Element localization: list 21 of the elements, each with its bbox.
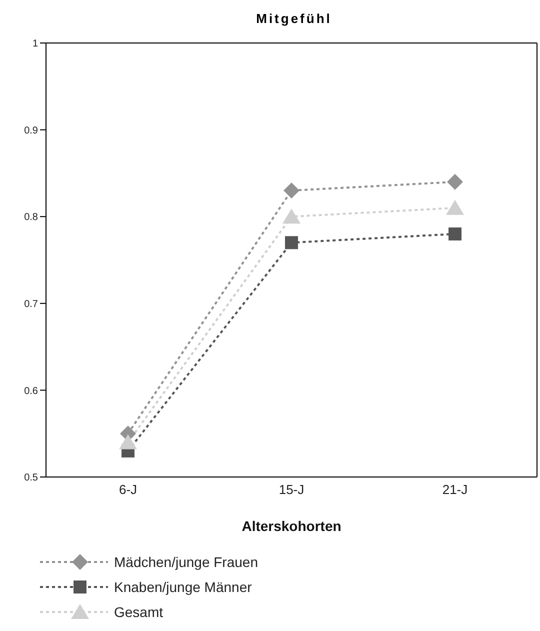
legend-label: Gesamt [114, 604, 164, 620]
x-tick-label: 21-J [442, 482, 468, 498]
chart-title: Mitgefühl [255, 10, 333, 28]
legend-label: Knaben/junge Männer [114, 578, 252, 594]
point [448, 227, 462, 240]
y-tick-label: 0.9 [24, 125, 38, 136]
x-tick-label: 6-J [118, 482, 138, 498]
y-tick-label: 0.8 [24, 212, 38, 224]
point [284, 182, 300, 199]
point [447, 174, 463, 190]
point [119, 434, 137, 450]
y-tick-label: 1 [32, 38, 38, 50]
legend-label: Mädchen/junge Frauen [114, 554, 258, 570]
y-tick-label: 0.7 [24, 298, 38, 310]
point [282, 208, 300, 224]
x-tick-label: 15-J [278, 482, 304, 498]
y-tick-label: 0.5 [24, 472, 38, 484]
point [446, 200, 464, 215]
x-axis-title: Alterskohorten [242, 518, 342, 534]
y-tick-label: 0.6 [24, 386, 38, 397]
point [285, 236, 298, 250]
